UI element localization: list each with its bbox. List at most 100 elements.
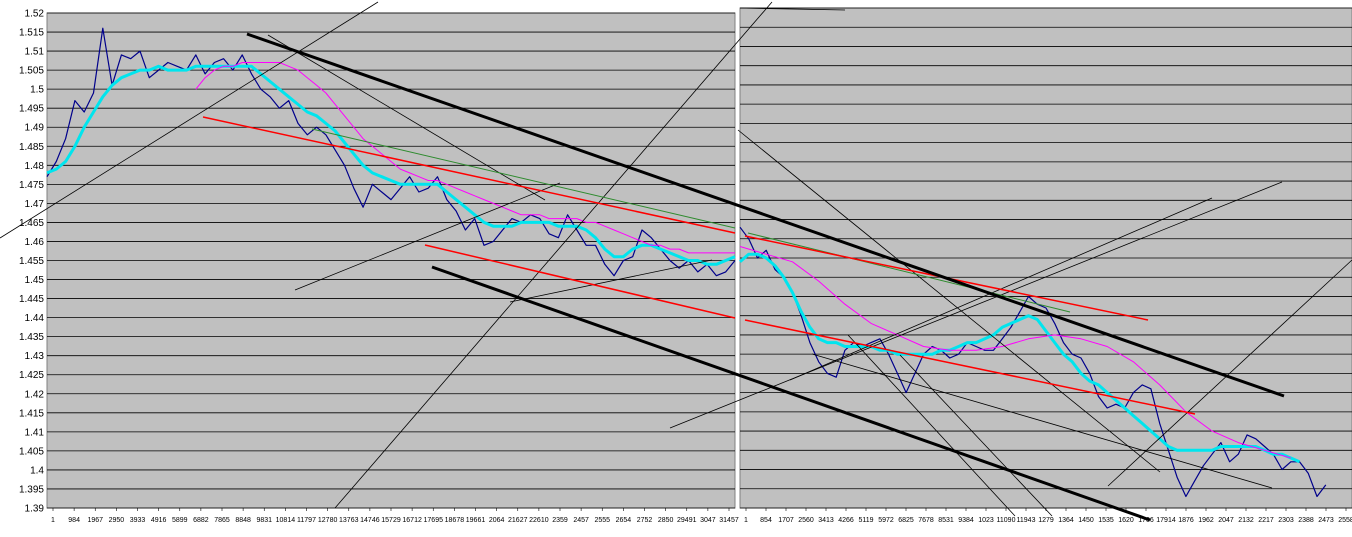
support-line — [1107, 259, 1352, 487]
x-tick-label: 984 — [68, 517, 80, 524]
y-tick-label: 1.4 — [30, 465, 44, 476]
support-line — [899, 354, 1053, 517]
y-tick-label: 1.455 — [19, 256, 44, 267]
x-tick-label: 6825 — [898, 517, 914, 524]
minor-trend-line — [311, 128, 736, 229]
x-tick-label: 2850 — [658, 517, 674, 524]
x-tick-label: 854 — [760, 517, 772, 524]
x-tick-label: 1707 — [778, 517, 794, 524]
y-tick-label: 1.47 — [25, 199, 45, 210]
x-tick-label: 8531 — [938, 517, 954, 524]
y-tick-label: 1.395 — [19, 484, 44, 495]
x-tick-label: 1967 — [87, 517, 103, 524]
x-tick-label: 2560 — [798, 517, 814, 524]
x-tick-label: 17914 — [1156, 517, 1176, 524]
x-tick-label: 2388 — [1298, 517, 1314, 524]
x-tick-label: 8848 — [235, 517, 251, 524]
support-line — [739, 7, 846, 11]
minor-trend-line — [747, 232, 1071, 313]
x-tick-label: 7678 — [918, 517, 934, 524]
y-tick-label: 1.435 — [19, 332, 44, 343]
y-tick-label: 1.495 — [19, 104, 44, 115]
x-tick-label: 1 — [51, 517, 55, 524]
y-tick-label: 1.515 — [19, 28, 44, 39]
y-tick-label: 1.475 — [19, 180, 44, 191]
x-tick-label: 1279 — [1038, 517, 1054, 524]
support-line — [334, 1, 773, 509]
channel-line-lower — [424, 244, 736, 319]
y-tick-label: 1.42 — [25, 389, 45, 400]
x-tick-label: 12780 — [318, 517, 338, 524]
x-tick-label: 2654 — [616, 517, 632, 524]
x-tick-label: 2303 — [1278, 517, 1294, 524]
slow-ma-line — [739, 246, 1291, 459]
x-tick-label: 1364 — [1058, 517, 1074, 524]
left-panel: 1 984 1967 2950 3933 4916 5899 6882 7865 8848 9831… — [46, 12, 739, 524]
x-tick-label: 11797 — [297, 517, 316, 524]
price-line — [739, 226, 1327, 498]
y-tick-label: 1.48 — [25, 161, 45, 172]
x-tick-label: 2457 — [573, 517, 589, 524]
y-tick-label: 1.46 — [25, 237, 45, 248]
x-tick-label: 13763 — [339, 517, 359, 524]
y-tick-label: 1.485 — [19, 142, 44, 153]
x-tick-label: 29491 — [677, 517, 697, 524]
y-tick-label: 1.51 — [25, 47, 45, 58]
y-tick-label: 1.405 — [19, 446, 44, 457]
y-tick-label: 1.415 — [19, 408, 44, 419]
x-tick-label: 5899 — [172, 517, 188, 524]
y-tick-label: 1.45 — [25, 275, 45, 286]
x-tick-label: 14746 — [360, 517, 380, 524]
x-tick-label: 19661 — [466, 517, 486, 524]
y-tick-label: 1.49 — [25, 123, 45, 134]
x-tick-label: 2359 — [552, 517, 568, 524]
x-tick-label: 1876 — [1178, 517, 1194, 524]
y-tick-label: 1.5 — [30, 85, 44, 96]
channel-line-lower — [744, 319, 1196, 415]
y-tick-label: 1.52 — [25, 9, 45, 20]
x-tick-label: 1023 — [978, 517, 994, 524]
x-tick-label: 31457 — [719, 517, 739, 524]
x-tick-label: 3047 — [700, 517, 716, 524]
trend-channel-lower — [431, 265, 1151, 522]
x-tick-label: 1620 — [1118, 517, 1134, 524]
support-line — [294, 182, 561, 291]
support-line — [509, 259, 713, 303]
x-tick-label: 4916 — [151, 517, 167, 524]
fast-ma-line — [46, 64, 736, 266]
x-tick-label: 21627 — [508, 517, 528, 524]
x-tick-label: 5972 — [878, 517, 894, 524]
right-panel: 1 854 1707 2560 3413 4266 5119 5972 6825 7678 8531… — [739, 7, 1352, 524]
x-tick-label: 10814 — [276, 517, 296, 524]
x-tick-label: 2064 — [489, 517, 505, 524]
x-tick-label: 7865 — [214, 517, 230, 524]
x-tick-label: 2473 — [1318, 517, 1334, 524]
y-tick-label: 1.425 — [19, 370, 44, 381]
y-tick-label: 1.44 — [25, 313, 45, 324]
support-line — [811, 353, 1273, 489]
x-tick-label: 1535 — [1098, 517, 1114, 524]
x-tick-label: 2752 — [637, 517, 653, 524]
x-tick-label: 6882 — [193, 517, 209, 524]
trend-channel-upper — [246, 32, 1285, 398]
x-tick-label: 2132 — [1238, 517, 1254, 524]
fast-ma-line — [739, 252, 1301, 464]
x-tick-label: 11090 — [997, 517, 1016, 524]
x-tick-label: 22610 — [529, 517, 549, 524]
channel-line-upper — [202, 116, 736, 234]
y-tick-label: 1.505 — [19, 66, 44, 77]
x-tick-label: 1962 — [1198, 517, 1214, 524]
x-tick-label: 4266 — [838, 517, 854, 524]
x-tick-label: 17695 — [424, 517, 444, 524]
support-line — [737, 129, 1161, 473]
x-tick-label: 11943 — [1017, 517, 1036, 524]
x-tick-label: 2047 — [1218, 517, 1234, 524]
x-tick-label: 16712 — [402, 517, 422, 524]
x-tick-label: 1450 — [1078, 517, 1094, 524]
x-tick-label: 2217 — [1258, 517, 1274, 524]
y-tick-label: 1.41 — [25, 427, 45, 438]
x-tick-label: 2950 — [109, 517, 125, 524]
x-tick-label: 3933 — [130, 517, 146, 524]
